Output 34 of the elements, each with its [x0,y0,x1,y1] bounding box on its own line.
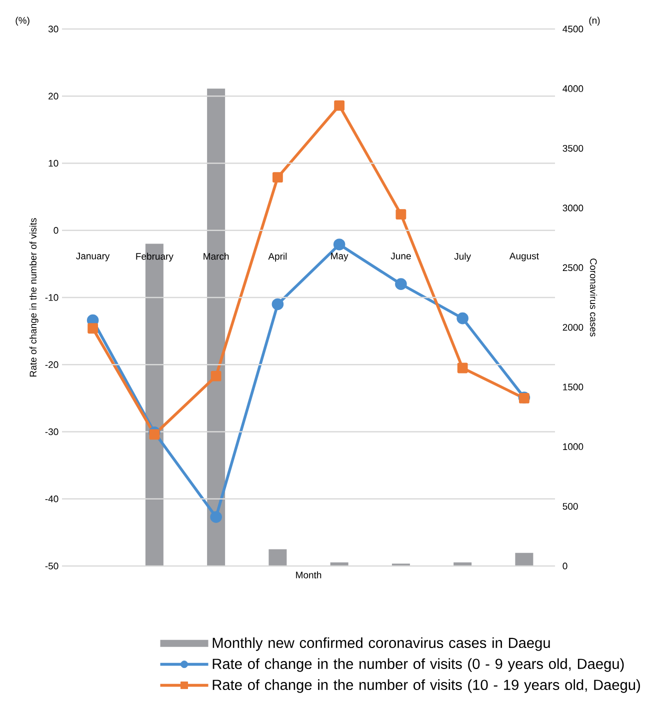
y2-axis-title: Coronavirus cases [590,258,598,336]
legend-label: Monthly new confirmed coronavirus cases in Daegu [212,637,550,651]
text: (n) [589,16,600,26]
x-tick-label: May [331,252,348,262]
y-tick-label: -10 [45,294,58,301]
y-tick-label: 20 [48,92,58,100]
legend-label: Rate of change in the number of visits (0 - 9 years old, Daegu) [212,658,624,672]
y-axis-title: Rate of change in the number of visits [30,218,38,376]
y-tick-label: -50 [45,562,58,570]
x-tick-label: April [268,252,287,262]
y2-tick-label: 2000 [562,324,584,331]
y2-tick-label: 3000 [562,204,584,212]
y2-tick-label: 1500 [563,384,584,390]
x-axis-title: Month [296,571,322,578]
x-tick-label: August [509,252,539,262]
y2-tick-label: 4500 [562,26,584,32]
x-tick-label: July [454,252,471,262]
y2-tick-label: 3500 [562,144,584,152]
legend-label: Rate of change in the number of visits (10 - 19 years old, Daegu) [212,679,640,693]
y-tick-label: 10 [48,160,58,167]
x-tick-label: February [136,252,174,262]
y2-tick-label: 500 [562,502,578,510]
y-tick-label: 30 [48,26,58,32]
y-tick-label: -30 [45,428,58,436]
x-tick-label: June [390,252,411,260]
y-tick-label: -20 [45,361,58,368]
y-tick-label: 0 [54,227,58,234]
x-tick-label: January [76,252,110,262]
y-tick-label: -40 [45,496,58,502]
y2-tick-label: 0 [562,562,568,570]
y2-tick-label: 4000 [562,85,584,92]
text: (%) [16,16,30,26]
y2-tick-label: 1000 [563,443,584,450]
y2-tick-label: 2500 [562,264,584,272]
